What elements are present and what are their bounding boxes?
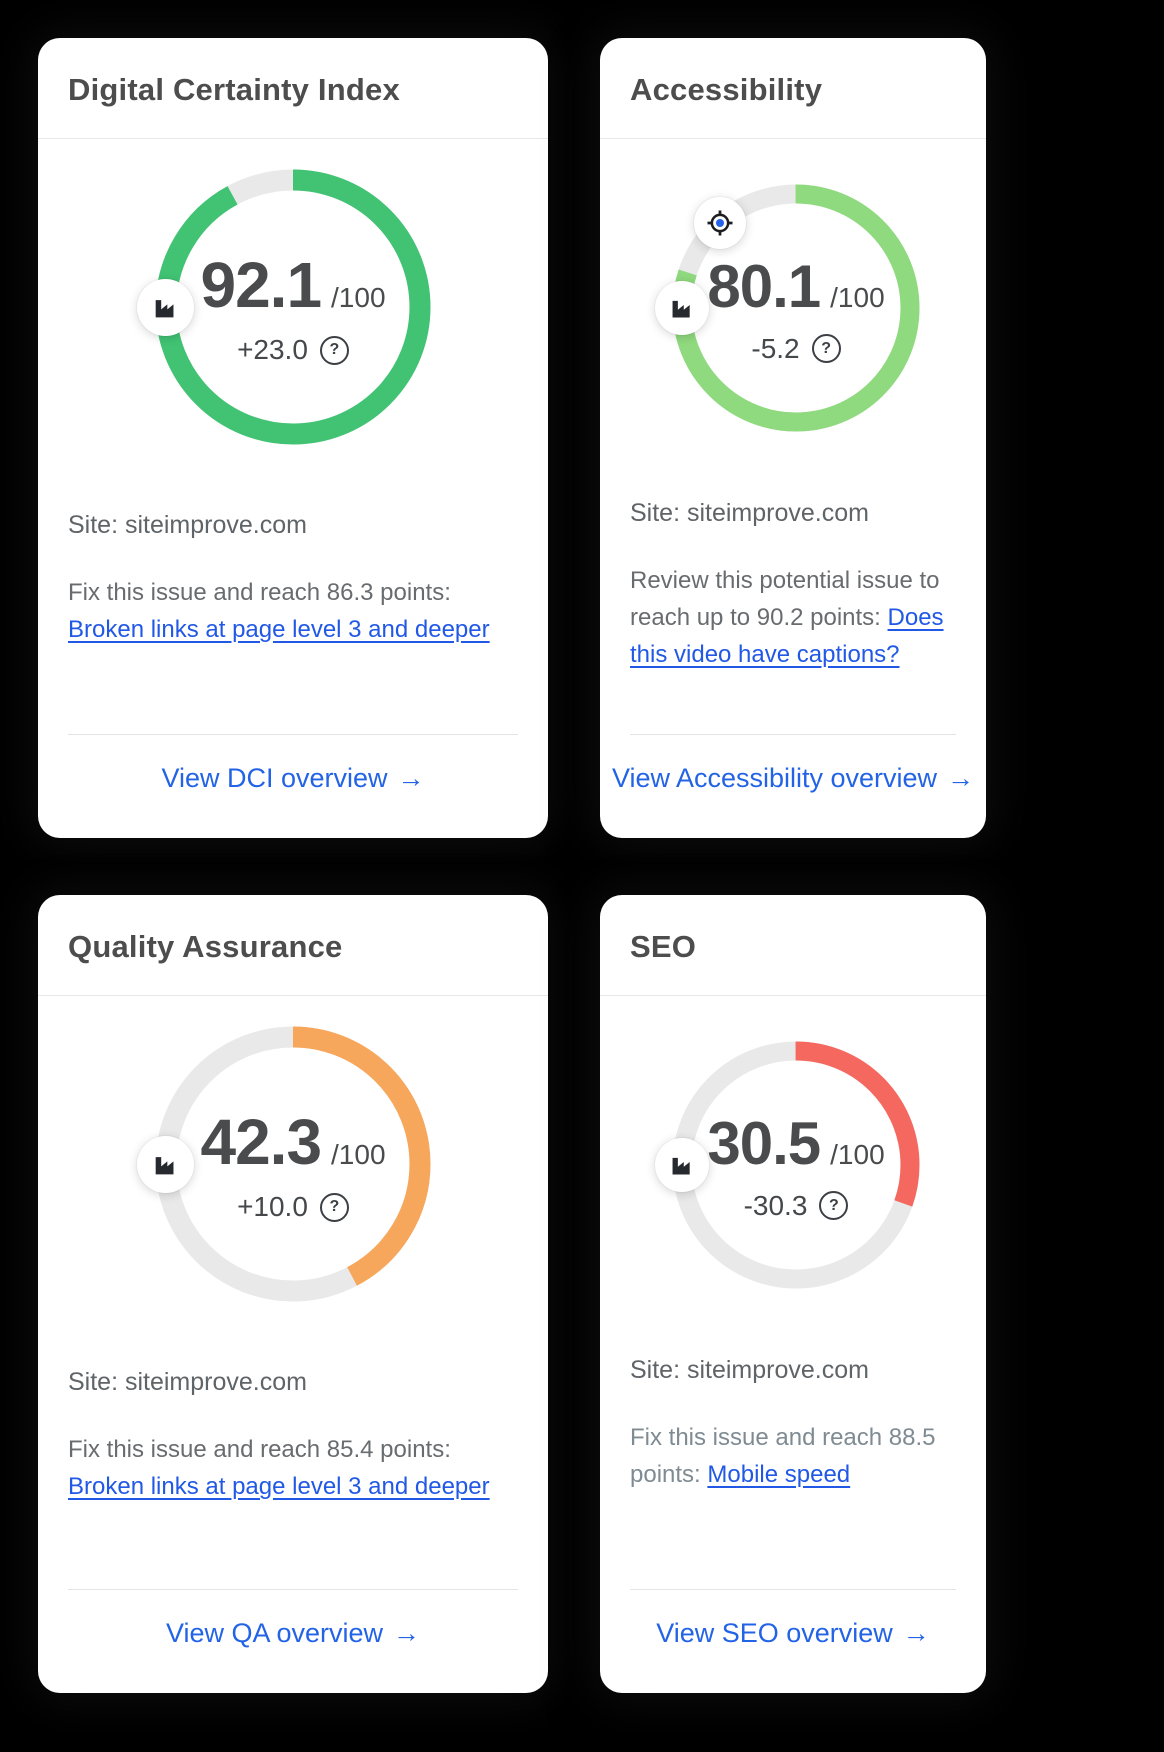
divider [630,1589,956,1590]
factory-icon [155,300,174,318]
card-title: Accessibility [630,72,823,107]
card-header: Digital Certainty Index [38,38,548,139]
issue-description: Review this potential issue to reach up … [630,562,962,673]
issue-description-text: Fix this issue and reach 86.3 points: [68,579,451,606]
card-header: Quality Assurance [38,895,548,996]
score-delta: +10.0 [237,1191,308,1222]
score-delta: +23.0 [237,334,308,365]
seo-score-gauge: 30.5 /100 -30.3 ? [655,1040,921,1290]
dashboard-card-grid: Digital Certainty Index 92.1 /100 [38,38,986,1693]
industry-benchmark-icon[interactable] [655,281,709,335]
factory-icon [672,1157,690,1175]
gauge-center: 80.1 /100 -5.2 ? [671,183,921,433]
help-icon[interactable]: ? [819,1191,849,1220]
view-dci-overview-link[interactable]: View DCI overview → [38,735,548,838]
site-label: Site: siteimprove.com [68,1368,307,1396]
card-footer: View QA overview → [38,1589,548,1693]
issue-link[interactable]: Does this video have captions? [630,604,944,668]
issue-link[interactable]: Mobile speed [707,1461,851,1488]
gauge-center: 92.1 /100 +23.0 ? [155,169,431,445]
arrow-right-icon: → [393,1618,421,1648]
score-max: /100 [830,281,885,313]
score-value: 80.1 [707,252,821,320]
issue-description: Fix this issue and reach 86.3 points: Br… [68,574,518,648]
issue-link[interactable]: Broken links at page level 3 and deeper [68,1473,490,1500]
card-title: SEO [630,929,697,964]
score-delta: -5.2 [751,332,800,364]
score-max: /100 [830,1138,885,1170]
overview-link-label: View DCI overview [161,763,388,793]
issue-description-text: Fix this issue and reach 88.5 points: [630,1424,936,1488]
help-icon[interactable]: ? [319,1192,349,1222]
overview-link-label: View Accessibility overview [611,763,938,793]
issue-description: Fix this issue and reach 85.4 points: Br… [68,1431,518,1505]
issue-description-text: Review this potential issue to reach up … [630,567,940,631]
score-delta: -30.3 [743,1189,808,1221]
score-value: 92.1 [200,249,322,321]
gauge-center: 30.5 /100 -30.3 ? [671,1040,921,1290]
card-footer: View SEO overview → [600,1589,986,1693]
card-footer: View Accessibility overview → [600,734,986,838]
card-header: Accessibility [600,38,986,139]
issue-link[interactable]: Broken links at page level 3 and deeper [68,616,490,643]
gauge-center: 42.3 /100 +10.0 ? [155,1026,431,1302]
divider [68,1589,518,1590]
card-digital-certainty-index: Digital Certainty Index 92.1 /100 [38,38,548,838]
factory-icon [672,300,690,318]
view-seo-overview-link[interactable]: View SEO overview → [600,1590,986,1693]
qa-score-gauge: 42.3 /100 +10.0 ? [137,1026,431,1302]
card-quality-assurance: Quality Assurance 42.3 /100 [38,895,548,1693]
card-footer: View DCI overview → [38,734,548,838]
issue-description-text: Fix this issue and reach 85.4 points: [68,1436,451,1463]
site-label: Site: siteimprove.com [630,1356,869,1384]
view-qa-overview-link[interactable]: View QA overview → [38,1590,548,1693]
industry-benchmark-icon[interactable] [137,279,194,336]
target-score-icon[interactable] [694,197,746,249]
score-max: /100 [331,282,386,313]
view-accessibility-overview-link[interactable]: View Accessibility overview → [600,735,986,838]
score-value: 42.3 [200,1106,322,1178]
dci-score-gauge: 92.1 /100 +23.0 ? [137,169,431,445]
overview-link-label: View SEO overview [656,1618,893,1648]
card-title: Quality Assurance [68,929,343,964]
divider [68,734,518,735]
card-header: SEO [600,895,986,996]
score-value: 30.5 [707,1109,821,1177]
issue-description: Fix this issue and reach 88.5 points: Mo… [630,1419,962,1493]
factory-icon [155,1157,174,1175]
site-label: Site: siteimprove.com [630,499,869,527]
accessibility-score-gauge: 80.1 /100 -5.2 ? [655,183,921,433]
card-title: Digital Certainty Index [68,72,400,107]
arrow-right-icon: → [947,763,975,793]
card-seo: SEO 30.5 /100 [600,895,986,1693]
arrow-right-icon: → [902,1618,930,1648]
help-icon[interactable]: ? [319,335,349,365]
card-accessibility: Accessibility [600,38,986,838]
industry-benchmark-icon[interactable] [137,1136,194,1193]
target-icon [707,210,733,236]
score-max: /100 [331,1139,386,1170]
help-icon[interactable]: ? [811,334,841,363]
site-label: Site: siteimprove.com [68,511,307,539]
arrow-right-icon: → [397,763,425,793]
divider [630,734,956,735]
industry-benchmark-icon[interactable] [655,1138,709,1192]
overview-link-label: View QA overview [165,1618,384,1648]
